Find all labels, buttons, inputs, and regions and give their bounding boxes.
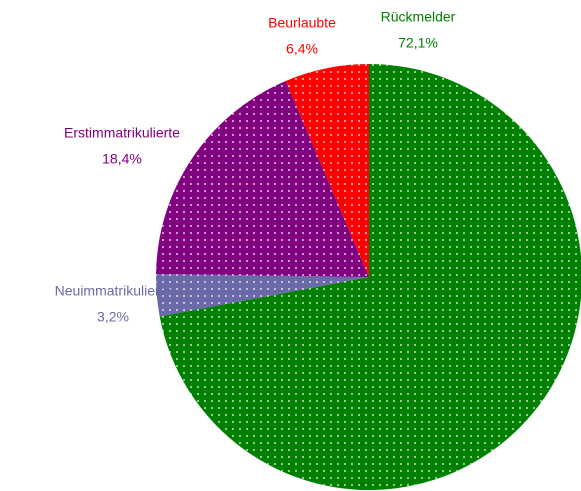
slice-texture: [159, 64, 581, 490]
slice-value-label: 3,2%: [97, 309, 129, 325]
slice-label: Beurlaubte: [268, 15, 336, 31]
slice-label: Erstimmatrikulierte: [64, 125, 180, 141]
slice-texture: [285, 64, 369, 277]
slice-texture: [156, 273, 369, 317]
slice-label: Rückmelder: [381, 9, 456, 25]
slice-value-label: 72,1%: [398, 35, 438, 51]
slice-value-label: 18,4%: [102, 151, 142, 167]
slice-value-label: 6,4%: [286, 41, 318, 57]
slice-texture: [156, 80, 369, 277]
slice-label: Neuimmatrikulierte: [55, 283, 172, 299]
